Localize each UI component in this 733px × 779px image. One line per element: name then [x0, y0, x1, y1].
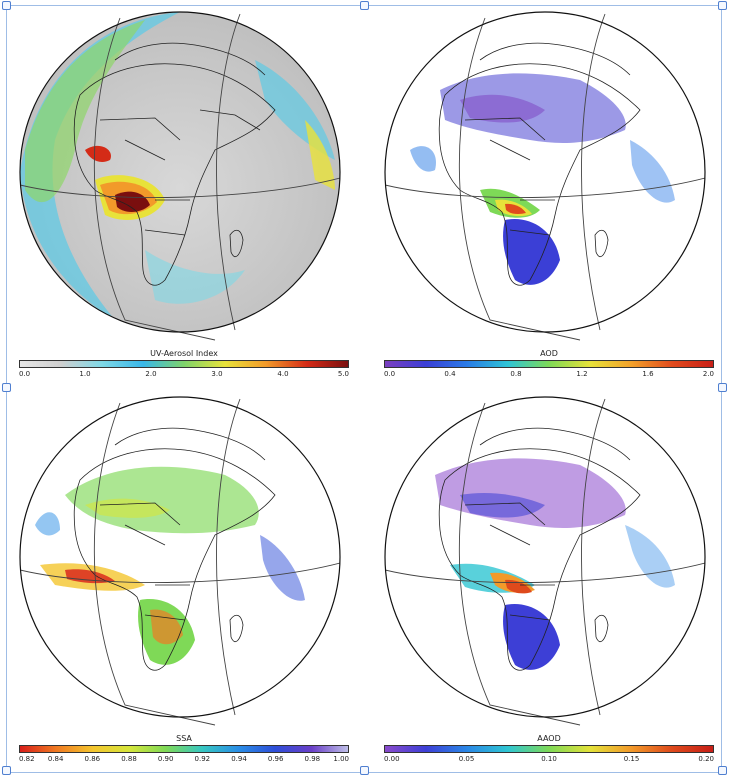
- colorbar-ticks: 0.00 0.05 0.10 0.15 0.20: [384, 755, 714, 765]
- colorbar-tick-label: 0.92: [194, 755, 211, 763]
- colorbar-tick-label: 1.00: [333, 755, 349, 763]
- colorbar-ticks: 0.0 0.4 0.8 1.2 1.6 2.0: [384, 370, 714, 380]
- colorbar-title: AAOD: [537, 734, 561, 743]
- colorbar-tick-label: 0.15: [623, 755, 640, 763]
- colorbar-gradient: [19, 745, 349, 753]
- colorbar-tick-label: 0.84: [47, 755, 64, 763]
- colorbar-tick-label: 0.88: [121, 755, 137, 763]
- colorbar-tick-label: 0.10: [541, 755, 557, 763]
- colorbar-title: AOD: [540, 349, 558, 358]
- colorbar-tick-label: 2.0: [145, 370, 157, 378]
- panel-aod: AOD 0.0 0.4 0.8 1.2 1.6 2.0: [370, 0, 720, 380]
- colorbar: AOD 0.0 0.4 0.8 1.2 1.6 2.0: [384, 349, 714, 390]
- colorbar-gradient: [384, 360, 714, 368]
- resize-handle-middle-left[interactable]: [2, 383, 11, 392]
- resize-handle-bottom-left[interactable]: [2, 766, 11, 775]
- colorbar-tick-label: 1.2: [576, 370, 588, 378]
- colorbar-tick-label: 0.94: [231, 755, 247, 763]
- resize-handle-bottom-right[interactable]: [718, 766, 727, 775]
- colorbar-ticks: 0.82 0.84 0.86 0.88 0.90 0.92 0.94 0.96 0.98 1.00: [19, 755, 349, 765]
- colorbar-tick-label: 0.90: [157, 755, 174, 763]
- globe-map: [384, 396, 706, 726]
- panel-uv-aerosol-index: UV-Aerosol Index 0.0 1.0 2.0 3.0 4.0 5.0: [5, 0, 355, 380]
- colorbar-tick-label: 0.0: [19, 370, 31, 378]
- colorbar-tick-label: 2.0: [702, 370, 714, 378]
- resize-handle-top-left[interactable]: [2, 1, 11, 10]
- resize-handle-bottom-center[interactable]: [360, 766, 369, 775]
- colorbar-tick-label: 0.98: [304, 755, 321, 763]
- globe-map: [19, 11, 341, 341]
- colorbar-tick-label: 0.82: [19, 755, 35, 763]
- colorbar-gradient: [19, 360, 349, 368]
- colorbar-gradient: [384, 745, 714, 753]
- colorbar-tick-label: 4.0: [277, 370, 289, 378]
- colorbar: SSA 0.82 0.84 0.86 0.88 0.90 0.92 0.94 0.96 0.98…: [19, 734, 349, 775]
- resize-handle-top-center[interactable]: [360, 1, 369, 10]
- colorbar-tick-label: 0.05: [458, 755, 475, 763]
- resize-handle-middle-right[interactable]: [718, 383, 727, 392]
- colorbar-tick-label: 5.0: [337, 370, 349, 378]
- colorbar-tick-label: 3.0: [211, 370, 223, 378]
- colorbar-ticks: 0.0 1.0 2.0 3.0 4.0 5.0: [19, 370, 349, 380]
- colorbar-tick-label: 0.20: [698, 755, 714, 763]
- globe-map: [384, 11, 706, 341]
- resize-handle-top-right[interactable]: [718, 1, 727, 10]
- colorbar-tick-label: 0.00: [384, 755, 400, 763]
- colorbar-title: SSA: [176, 734, 192, 743]
- colorbar-tick-label: 1.0: [79, 370, 91, 378]
- colorbar-tick-label: 0.4: [444, 370, 456, 378]
- colorbar: AAOD 0.00 0.05 0.10 0.15 0.20: [384, 734, 714, 775]
- colorbar-title: UV-Aerosol Index: [150, 349, 218, 358]
- panel-aaod: AAOD 0.00 0.05 0.10 0.15 0.20: [370, 385, 720, 765]
- panel-ssa: SSA 0.82 0.84 0.86 0.88 0.90 0.92 0.94 0.96 0.98…: [5, 385, 355, 765]
- colorbar-tick-label: 0.0: [384, 370, 396, 378]
- colorbar-tick-label: 0.8: [510, 370, 522, 378]
- colorbar-tick-label: 1.6: [642, 370, 654, 378]
- colorbar: UV-Aerosol Index 0.0 1.0 2.0 3.0 4.0 5.0: [19, 349, 349, 390]
- colorbar-tick-label: 0.86: [84, 755, 101, 763]
- colorbar-tick-label: 0.96: [267, 755, 284, 763]
- globe-map: [19, 396, 341, 726]
